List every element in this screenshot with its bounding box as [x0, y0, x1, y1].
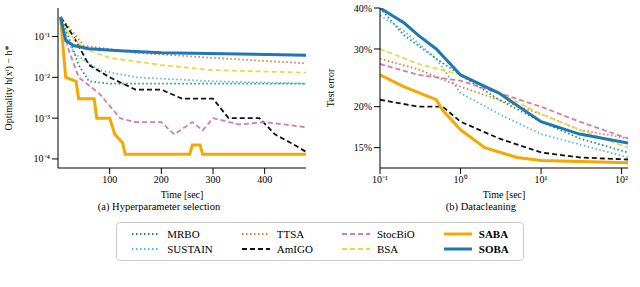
svg-text:Test error: Test error	[325, 68, 336, 107]
svg-text:10⁻⁴: 10⁻⁴	[34, 153, 51, 164]
html-text:AmIGO: AmIGO	[276, 243, 313, 255]
svg-text:40%: 40%	[354, 3, 372, 14]
svg-text:200: 200	[154, 174, 169, 185]
svg-text:Time [sec]: Time [sec]	[161, 189, 204, 200]
svg-text:20%: 20%	[354, 101, 372, 112]
svg-text:300: 300	[206, 174, 221, 185]
svg-text:Time [sec]: Time [sec]	[483, 189, 526, 200]
svg-text:10⁰: 10⁰	[454, 174, 468, 185]
svg-text:10²: 10²	[615, 174, 628, 185]
html-text:SUSTAIN: SUSTAIN	[167, 243, 213, 255]
html-text:BSA: BSA	[376, 243, 399, 255]
svg-text:400: 400	[257, 174, 272, 185]
svg-text:10⁻³: 10⁻³	[34, 113, 50, 124]
svg-text:10¹: 10¹	[535, 174, 548, 185]
svg-text:Optimality h(xᵗ) − h*: Optimality h(xᵗ) − h*	[8, 45, 15, 130]
svg-text:15%: 15%	[354, 142, 372, 153]
html-text:SABA: SABA	[478, 228, 509, 240]
html-text:(a) Hyperparameter selection: (a) Hyperparameter selection	[97, 201, 221, 212]
svg-text:100: 100	[102, 174, 117, 185]
html-text:MRBO: MRBO	[167, 228, 200, 240]
svg-text:10⁻¹: 10⁻¹	[372, 174, 388, 185]
html-text:StocBiO: StocBiO	[376, 228, 415, 240]
html-text:TTSA: TTSA	[276, 228, 305, 240]
html-text:(b) Datacleaning: (b) Datacleaning	[445, 201, 517, 212]
svg-text:30%: 30%	[354, 44, 372, 55]
svg-text:10⁻¹: 10⁻¹	[34, 31, 50, 42]
html-text:SOBA: SOBA	[478, 243, 509, 255]
svg-text:10⁻²: 10⁻²	[34, 72, 50, 83]
